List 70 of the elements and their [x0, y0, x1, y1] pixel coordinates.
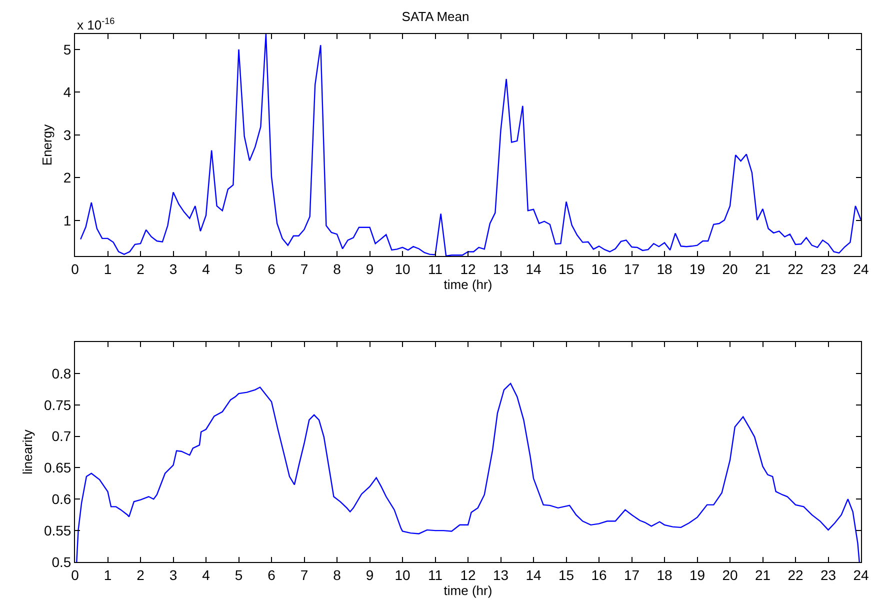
x-tick-label: 22	[788, 260, 804, 277]
y-tick-label: 3	[63, 126, 72, 143]
x-tick-label: 2	[136, 566, 145, 583]
y-axis-title: linearity	[20, 429, 35, 474]
y-tick-label: 0.75	[44, 396, 72, 413]
x-tick-label: 20	[722, 260, 738, 277]
y-tick-label: 4	[63, 84, 72, 100]
x-tick-label: 19	[689, 260, 706, 277]
x-tick-label: 11	[428, 566, 443, 583]
x-tick-label: 14	[526, 260, 542, 277]
x-tick-label: 18	[656, 566, 672, 583]
x-tick-label: 4	[202, 260, 210, 277]
y-tick-label: 5	[63, 41, 72, 58]
x-tick-label: 17	[624, 566, 640, 583]
x-tick-label: 19	[689, 566, 706, 583]
y-tick-label: 0.55	[44, 522, 72, 538]
y-axis-title: Energy	[39, 124, 54, 166]
x-tick-label: 15	[558, 566, 574, 583]
chart-title: SATA Mean	[402, 9, 470, 24]
x-tick-label: 9	[366, 566, 374, 583]
x-tick-label: 3	[169, 566, 178, 583]
x-tick-label: 5	[234, 260, 243, 277]
text: x 10$^{-16}$	[77, 16, 115, 32]
x-tick-label: 23	[820, 260, 836, 277]
y-tick-label: 0.65	[44, 460, 72, 476]
x-tick-label: 4	[202, 566, 210, 583]
x-tick-label: 22	[788, 566, 804, 583]
x-tick-label: 10	[394, 566, 410, 583]
line-series	[80, 34, 861, 256]
x-tick-label: 23	[820, 566, 836, 583]
x-tick-label: 3	[169, 260, 178, 277]
x-tick-label: 8	[333, 566, 342, 583]
x-tick-label: 12	[460, 566, 476, 583]
x-tick-label: 0	[71, 566, 80, 583]
x-tick-label: 5	[234, 566, 243, 583]
x-tick-label: 24	[853, 566, 869, 583]
x-tick-label: 6	[268, 566, 276, 583]
x-tick-label: 7	[300, 260, 308, 277]
x-tick-label: 11	[428, 260, 443, 277]
line-series	[76, 382, 860, 562]
x-tick-label: 13	[492, 260, 509, 277]
x-tick-label: 16	[591, 566, 607, 583]
x-tick-label: 7	[300, 566, 308, 583]
x-tick-label: 16	[591, 260, 607, 277]
x-tick-label: 14	[526, 566, 542, 583]
x-axis-title: time (hr)	[444, 582, 492, 598]
y-tick-label: 0.6	[52, 491, 72, 508]
x-tick-label: 12	[460, 260, 476, 277]
x-axis-title: time (hr)	[444, 276, 492, 292]
x-tick-label: 17	[624, 260, 640, 277]
x-tick-label: 2	[136, 260, 145, 277]
x-tick-label: 1	[104, 260, 112, 277]
x-tick-label: 0	[71, 260, 80, 277]
x-tick-label: 21	[754, 566, 771, 583]
x-tick-label: 20	[722, 566, 738, 583]
x-tick-label: 18	[656, 260, 672, 277]
x-tick-label: 15	[558, 260, 574, 277]
y-tick-label: 0.5	[52, 554, 72, 570]
x-tick-label: 24	[853, 260, 869, 277]
x-tick-label: 9	[366, 260, 374, 277]
y-tick-label: 0.8	[52, 365, 72, 382]
y-tick-label: 1	[63, 212, 72, 228]
x-tick-label: 13	[492, 566, 509, 583]
y-tick-label: 0.7	[52, 428, 72, 444]
x-tick-label: 6	[268, 260, 276, 277]
y-tick-label: 2	[63, 170, 72, 186]
x-tick-label: 21	[754, 260, 771, 277]
x-tick-label: 8	[333, 260, 342, 277]
x-tick-label: 1	[104, 566, 112, 583]
x-tick-label: 10	[394, 260, 410, 277]
